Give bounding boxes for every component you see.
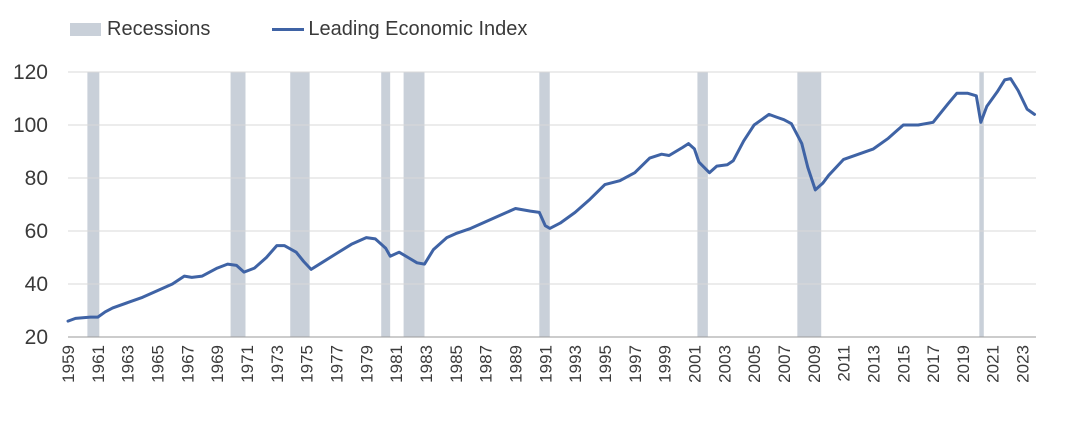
recession-bands <box>87 72 984 337</box>
recession-band-7 <box>797 72 822 337</box>
x-tick-label-1987: 1987 <box>477 345 496 383</box>
x-tick-label-2017: 2017 <box>924 345 943 383</box>
recession-band-4 <box>403 72 425 337</box>
x-tick-label-1983: 1983 <box>417 345 436 383</box>
legend-label-lei: Leading Economic Index <box>308 18 528 40</box>
x-tick-label-1969: 1969 <box>208 345 227 383</box>
y-tick-label-120: 120 <box>13 61 48 84</box>
x-tick-label-1971: 1971 <box>238 345 257 383</box>
x-tick-label-1985: 1985 <box>447 345 466 383</box>
y-tick-label-60: 60 <box>25 220 48 243</box>
x-tick-label-2023: 2023 <box>1014 345 1033 383</box>
x-tick-label-1989: 1989 <box>506 345 525 383</box>
x-tick-label-1959: 1959 <box>59 345 78 383</box>
x-tick-label-1977: 1977 <box>327 345 346 383</box>
legend: Recessions Leading Economic Index <box>70 18 589 41</box>
legend-swatch-recessions <box>70 23 101 36</box>
x-tick-label-1981: 1981 <box>387 345 406 383</box>
x-tick-label-1973: 1973 <box>268 345 287 383</box>
x-tick-label-1999: 1999 <box>656 345 675 383</box>
x-tick-label-1975: 1975 <box>298 345 317 383</box>
x-tick-label-2021: 2021 <box>984 345 1003 383</box>
x-axis-ticks: 1959 1961 1963 1965 1967 1969 1971 1973 1975 1977… <box>59 345 1033 383</box>
recession-band-5 <box>539 72 550 337</box>
legend-swatch-lei <box>272 28 305 31</box>
y-tick-label-20: 20 <box>25 326 48 349</box>
recession-band-6 <box>697 72 708 337</box>
legend-item-recessions: Recessions <box>70 18 210 41</box>
recession-band-0 <box>87 72 100 337</box>
grid-lines <box>68 71 1036 338</box>
x-tick-label-2007: 2007 <box>775 345 794 383</box>
x-tick-label-1979: 1979 <box>357 345 376 383</box>
recession-band-2 <box>290 72 310 337</box>
x-tick-label-1991: 1991 <box>536 345 555 383</box>
x-tick-label-2011: 2011 <box>835 345 854 382</box>
x-tick-label-2013: 2013 <box>864 345 883 383</box>
x-tick-label-1995: 1995 <box>596 345 615 383</box>
x-tick-label-1967: 1967 <box>178 345 197 383</box>
x-tick-label-2003: 2003 <box>715 345 734 383</box>
x-tick-label-2005: 2005 <box>745 345 764 383</box>
recession-band-3 <box>381 72 391 337</box>
legend-label-recessions: Recessions <box>107 18 211 40</box>
y-tick-label-40: 40 <box>25 273 48 296</box>
legend-item-lei: Leading Economic Index <box>272 18 527 41</box>
y-tick-label-100: 100 <box>13 114 48 137</box>
x-tick-label-1965: 1965 <box>148 345 167 383</box>
recession-band-1 <box>230 72 246 337</box>
recession-band-8 <box>979 72 984 337</box>
x-tick-label-1997: 1997 <box>626 345 645 383</box>
x-tick-label-1961: 1961 <box>89 345 108 383</box>
y-tick-label-80: 80 <box>25 167 48 190</box>
x-tick-label-2015: 2015 <box>894 345 913 383</box>
x-tick-label-2001: 2001 <box>685 345 704 383</box>
x-tick-label-2019: 2019 <box>954 345 973 383</box>
x-tick-label-2009: 2009 <box>805 345 824 383</box>
series-line-leading-economic-index <box>66 77 1036 323</box>
x-tick-label-1963: 1963 <box>119 345 138 383</box>
y-axis-ticks: 20 40 60 80 100 120 <box>13 61 48 349</box>
x-tick-label-1993: 1993 <box>566 345 585 383</box>
